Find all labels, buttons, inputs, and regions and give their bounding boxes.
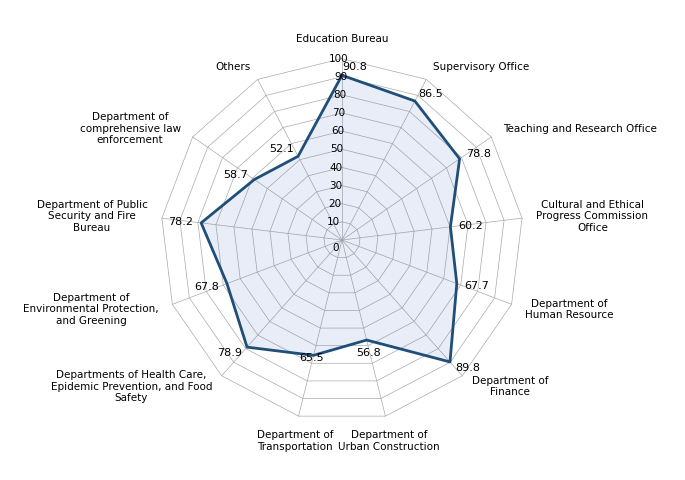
Text: Cultural and Ethical
Progress Commission
Office: Cultural and Ethical Progress Commission…: [536, 200, 649, 233]
Text: 90: 90: [334, 72, 347, 82]
Text: Others: Others: [216, 61, 251, 72]
Text: 67.8: 67.8: [195, 281, 219, 291]
Text: 30: 30: [329, 180, 342, 191]
Text: 80: 80: [334, 90, 347, 100]
Text: Department of
Urban Construction: Department of Urban Construction: [338, 430, 440, 452]
Text: 10: 10: [327, 217, 340, 227]
Text: 67.7: 67.7: [464, 281, 489, 291]
Text: 52.1: 52.1: [269, 144, 295, 154]
Text: 40: 40: [329, 163, 343, 172]
Text: 60: 60: [332, 126, 345, 136]
Text: Supervisory Office: Supervisory Office: [433, 61, 530, 72]
Text: 78.8: 78.8: [466, 149, 491, 159]
Text: 86.5: 86.5: [419, 89, 443, 99]
Text: Department of Public
Security and Fire
Bureau: Department of Public Security and Fire B…: [36, 200, 147, 233]
Text: 70: 70: [332, 108, 346, 118]
Polygon shape: [201, 75, 460, 362]
Text: 78.2: 78.2: [168, 217, 193, 227]
Text: Departments of Health Care,
Epidemic Prevention, and Food
Safety: Departments of Health Care, Epidemic Pre…: [51, 370, 212, 403]
Text: 100: 100: [329, 54, 348, 64]
Text: 56.8: 56.8: [356, 348, 381, 358]
Text: Teaching and Research Office: Teaching and Research Office: [503, 124, 657, 134]
Text: 20: 20: [328, 199, 341, 209]
Text: 89.8: 89.8: [456, 363, 480, 373]
Text: 78.9: 78.9: [216, 348, 242, 358]
Text: 0: 0: [333, 243, 339, 253]
Text: Department of
Environmental Protection,
and Greening: Department of Environmental Protection, …: [23, 293, 159, 326]
Text: 50: 50: [331, 144, 344, 155]
Text: 60.2: 60.2: [458, 221, 483, 231]
Text: 90.8: 90.8: [342, 62, 367, 72]
Text: Education Bureau: Education Bureau: [296, 34, 388, 44]
Text: 58.7: 58.7: [223, 170, 247, 180]
Text: Department of
Finance: Department of Finance: [472, 376, 549, 397]
Text: Department of
Human Resource: Department of Human Resource: [525, 299, 614, 320]
Text: 65.5: 65.5: [299, 353, 324, 363]
Text: Department of
comprehensive law
enforcement: Department of comprehensive law enforcem…: [79, 112, 181, 145]
Text: Department of
Transportation: Department of Transportation: [257, 430, 334, 452]
